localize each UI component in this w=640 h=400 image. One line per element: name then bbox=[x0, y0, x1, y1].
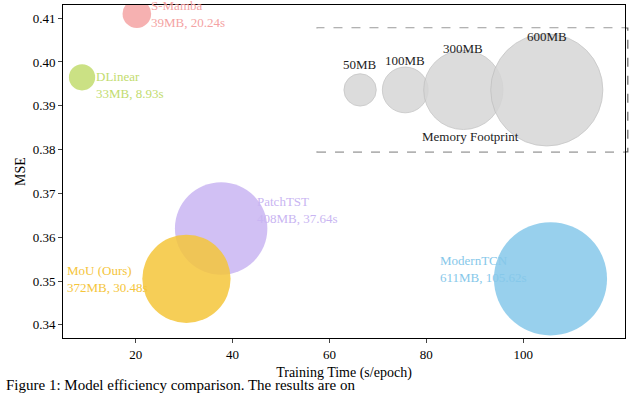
svg-text:ModernTCN611MB, 105.62s: ModernTCN611MB, 105.62s bbox=[440, 253, 527, 285]
svg-text:100: 100 bbox=[514, 347, 534, 362]
svg-text:0.38: 0.38 bbox=[33, 142, 56, 157]
svg-text:DLinear33MB, 8.93s: DLinear33MB, 8.93s bbox=[96, 69, 164, 101]
svg-text:0.37: 0.37 bbox=[33, 186, 56, 201]
svg-text:0.35: 0.35 bbox=[33, 274, 56, 289]
svg-text:0.34: 0.34 bbox=[33, 317, 56, 332]
svg-text:100MB: 100MB bbox=[385, 53, 425, 68]
svg-text:0.40: 0.40 bbox=[33, 55, 56, 70]
svg-text:20: 20 bbox=[129, 347, 142, 362]
svg-text:50MB: 50MB bbox=[343, 57, 377, 72]
svg-text:Training Time (s/epoch): Training Time (s/epoch) bbox=[276, 365, 412, 381]
svg-text:PatchTST408MB, 37.64s: PatchTST408MB, 37.64s bbox=[257, 194, 338, 226]
svg-text:Figure 1: Model efficiency com: Figure 1: Model efficiency comparison. T… bbox=[6, 377, 355, 393]
svg-text:MSE: MSE bbox=[13, 157, 28, 186]
svg-text:40: 40 bbox=[226, 347, 239, 362]
svg-text:80: 80 bbox=[420, 347, 433, 362]
svg-text:0.39: 0.39 bbox=[33, 98, 56, 113]
svg-text:600MB: 600MB bbox=[527, 29, 567, 44]
svg-text:300MB: 300MB bbox=[443, 41, 483, 56]
svg-text:Memory Footprint: Memory Footprint bbox=[422, 129, 519, 144]
svg-text:0.41: 0.41 bbox=[33, 11, 56, 26]
svg-text:0.36: 0.36 bbox=[33, 230, 56, 245]
svg-text:S-Mamba39MB, 20.24s: S-Mamba39MB, 20.24s bbox=[151, 0, 225, 30]
svg-text:MoU (Ours)372MB, 30.48s: MoU (Ours)372MB, 30.48s bbox=[67, 263, 148, 295]
svg-text:60: 60 bbox=[323, 347, 336, 362]
